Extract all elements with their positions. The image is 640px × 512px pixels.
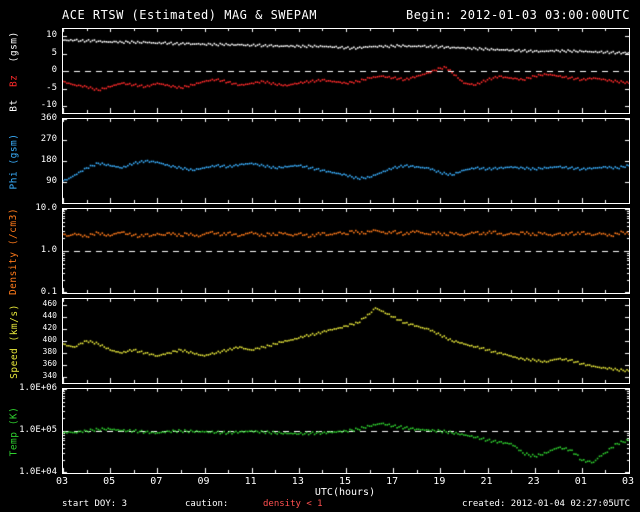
x-tick-label: 03	[55, 476, 69, 487]
x-tick-label: 09	[197, 476, 210, 487]
x-axis-label: UTC(hours)	[314, 487, 376, 498]
x-tick-label: 15	[338, 476, 352, 487]
x-tick-label: 11	[244, 476, 257, 487]
begin-timestamp: Begin: 2012-01-03 03:00:00UTC	[405, 8, 630, 22]
y-tick-label: 460	[42, 299, 57, 308]
y-tick-label: 5	[51, 47, 57, 58]
temp-chart-canvas	[63, 389, 629, 473]
y-tick-label: 10	[46, 30, 57, 40]
x-tick-label: 23	[527, 476, 540, 487]
x-tick-label: 17	[386, 476, 399, 487]
y-tick-label: 0.1	[40, 287, 57, 297]
density-chart-canvas	[63, 209, 629, 293]
y-tick-label: 1.0E+05	[19, 425, 57, 435]
panel-temp	[62, 388, 630, 474]
y-tick-label: 360	[40, 113, 57, 123]
x-tick-label: 21	[480, 476, 493, 487]
caution-value: density < 1	[263, 499, 323, 509]
x-tick-label: 05	[103, 476, 116, 487]
start-doy-label: start DOY:	[62, 499, 117, 509]
plot-title: ACE RTSW (Estimated) MAG & SWEPAM	[62, 8, 317, 22]
y-tick-label: 10.0	[35, 203, 57, 213]
y-tick-label: 1.0E+06	[19, 383, 57, 393]
y-tick-label: 0	[51, 65, 57, 75]
start-doy: start DOY: 3	[62, 499, 127, 509]
y-tick-label: -10	[40, 100, 57, 110]
x-tick-label: 01	[574, 476, 587, 487]
y-tick-label: 380	[42, 347, 57, 356]
y-tick-label: 270	[40, 134, 57, 144]
panel-bt-bz	[62, 28, 630, 114]
y-tick-label: 90	[46, 176, 57, 186]
x-tick-label: 03	[621, 476, 635, 487]
y-tick-label: 340	[42, 371, 57, 380]
y-tick-label: -5	[46, 82, 57, 93]
y-tick-label: 180	[40, 155, 57, 165]
created-timestamp: created: 2012-01-04 02:27:05UTC	[462, 499, 630, 509]
panel-density	[62, 208, 630, 294]
phi-chart-canvas	[63, 119, 629, 203]
caution-label: caution:	[185, 499, 229, 509]
y-tick-label: 1.0	[40, 245, 57, 255]
panel-phi	[62, 118, 630, 204]
y-tick-label: 1.0E+04	[19, 467, 57, 477]
speed-chart-canvas	[63, 299, 629, 383]
y-tick-label: 440	[42, 311, 57, 320]
x-tick-label: 19	[433, 476, 446, 487]
y-tick-label: 400	[42, 335, 57, 344]
start-doy-value: 3	[121, 499, 128, 509]
bt-bz-chart-canvas	[63, 29, 629, 113]
y-tick-label: 360	[42, 359, 57, 368]
x-tick-label: 07	[150, 476, 163, 487]
x-tick-label: 13	[291, 476, 304, 487]
y-tick-label: 420	[42, 323, 57, 332]
panel-speed	[62, 298, 630, 384]
